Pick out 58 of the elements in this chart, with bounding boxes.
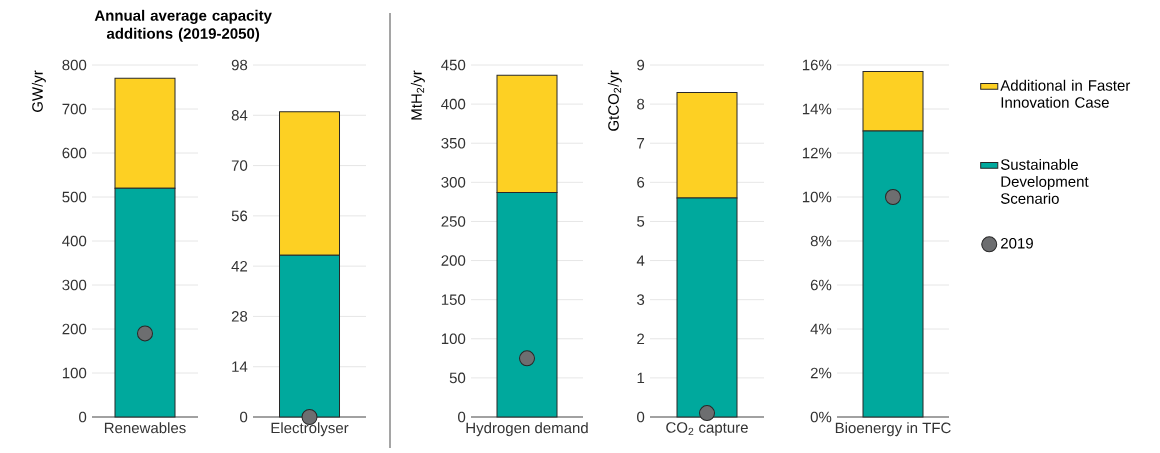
chart-title: Annual average capacity additions (2019-2050)	[94, 9, 272, 42]
y-tick-label: 5	[637, 216, 645, 227]
y-tick-label: 8%	[810, 235, 832, 247]
y-tick-label: 14	[232, 361, 248, 372]
y-tick-label: 56	[231, 210, 248, 222]
y-tick-label: 4%	[810, 323, 832, 335]
y-tick-label: 98	[231, 59, 248, 71]
legend-label: 2019	[1001, 237, 1033, 249]
y-tick-label: 400	[62, 235, 87, 247]
x-tick-label: CO$_{2}$ capture	[666, 422, 748, 436]
y-tick-label: 84	[231, 109, 248, 121]
y-tick-label: 6%	[810, 279, 832, 291]
y-tick-label: 2%	[810, 367, 832, 379]
y-tick-label: 350	[441, 137, 466, 149]
y-axis-title: MtH$_{2}$/yr	[410, 70, 425, 120]
y-axis-title: GtCO$_{2}$/yr	[607, 70, 622, 131]
y-tick-label: 100	[441, 333, 466, 345]
y-tick-label: 600	[62, 147, 87, 159]
y-tick-label: 800	[62, 59, 87, 71]
y-tick-label: 0%	[810, 411, 832, 423]
y-tick-label: 1	[637, 372, 645, 384]
y-tick-label: 250	[441, 216, 466, 227]
legend-label: Additional in Faster Innovation Case	[1000, 79, 1131, 108]
legend-label: Sustainable Development Scenario	[1000, 158, 1089, 204]
y-tick-label: 8	[637, 98, 645, 110]
y-tick-label: 14%	[802, 103, 832, 115]
y-tick-label: 0	[240, 411, 248, 423]
y-tick-label: 28	[231, 311, 248, 322]
y-tick-label: 12%	[802, 147, 832, 159]
y-tick-label: 2	[637, 333, 645, 345]
y-tick-label: 450	[441, 59, 466, 71]
x-tick-label: Bioenergy in TFC	[835, 422, 951, 437]
y-tick-label: 200	[441, 255, 466, 266]
y-tick-label: 200	[62, 323, 87, 335]
y-tick-label: 100	[62, 367, 87, 379]
y-tick-label: 9	[637, 59, 645, 71]
y-tick-label: 7	[637, 138, 645, 149]
y-tick-label: 6	[637, 177, 645, 188]
x-tick-label: Hydrogen demand	[466, 422, 588, 437]
y-tick-label: 4	[636, 255, 645, 266]
y-axis-title: GW/yr	[31, 70, 46, 112]
y-tick-label: 70	[231, 160, 248, 171]
y-tick-label: 3	[637, 294, 645, 305]
y-tick-label: 42	[231, 260, 248, 272]
y-tick-label: 0	[79, 411, 87, 423]
y-tick-label: 400	[441, 98, 466, 110]
y-tick-label: 10%	[802, 191, 832, 203]
y-tick-label: 300	[62, 279, 87, 291]
y-tick-label: 16%	[802, 59, 832, 71]
y-tick-label: 500	[62, 191, 87, 203]
y-tick-label: 700	[62, 103, 87, 115]
y-tick-label: 300	[441, 177, 466, 188]
y-tick-label: 0	[637, 411, 645, 423]
y-tick-label: 50	[449, 372, 466, 384]
x-tick-label: Renewables	[104, 422, 186, 434]
y-tick-label: 150	[441, 294, 466, 305]
x-tick-label: Electrolyser	[271, 422, 349, 437]
y-tick-label: 0	[458, 411, 466, 423]
